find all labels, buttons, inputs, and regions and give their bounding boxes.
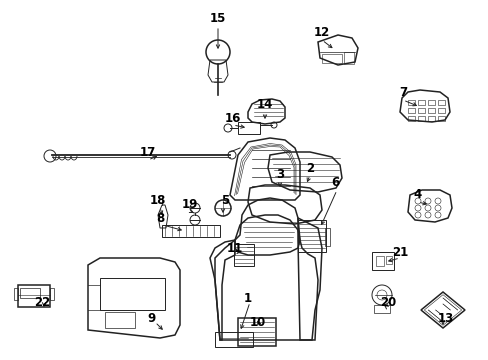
Text: 22: 22: [34, 296, 50, 309]
Text: 18: 18: [149, 194, 166, 207]
Text: 19: 19: [182, 198, 198, 211]
Text: 20: 20: [379, 297, 395, 310]
Text: 4: 4: [413, 189, 421, 202]
Text: 3: 3: [275, 168, 284, 181]
Text: 5: 5: [221, 194, 229, 207]
Text: 2: 2: [305, 162, 313, 175]
Text: 8: 8: [156, 211, 164, 225]
Text: 6: 6: [330, 175, 339, 189]
Text: 15: 15: [209, 12, 226, 24]
Text: 21: 21: [391, 246, 407, 258]
Text: 14: 14: [256, 99, 273, 112]
Text: 9: 9: [147, 311, 156, 324]
Text: 10: 10: [249, 315, 265, 328]
Text: 13: 13: [437, 311, 453, 324]
Text: 7: 7: [398, 86, 406, 99]
Text: 11: 11: [226, 242, 243, 255]
Text: 12: 12: [313, 26, 329, 39]
Text: 1: 1: [244, 292, 251, 305]
Text: 16: 16: [224, 112, 241, 125]
Text: 17: 17: [140, 147, 156, 159]
